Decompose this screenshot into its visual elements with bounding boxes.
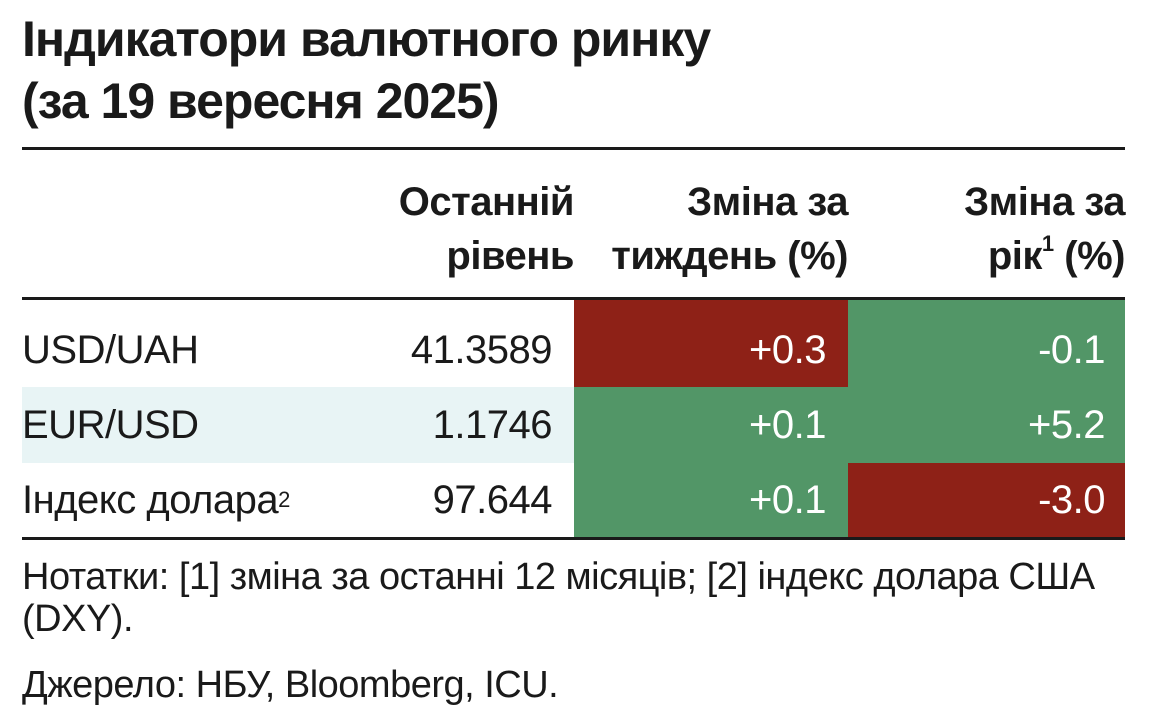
row-name: USD/UAH xyxy=(22,300,322,387)
row-week-change: +0.1 xyxy=(574,387,848,463)
row-name-text: Індекс долара xyxy=(22,477,279,522)
row-name: Індекс долара 2 xyxy=(22,477,290,522)
page-title: Індикатори валютного ринку (за 19 вересн… xyxy=(22,8,1132,132)
table-row: Індекс долара 2 97.644 +0.1 -3.0 xyxy=(22,463,1125,537)
column-header-year-change-line2: рік1 (%) xyxy=(848,229,1126,283)
year-change-label: рік xyxy=(987,234,1043,278)
row-name-text: EUR/USD xyxy=(22,402,199,447)
column-header-week-change-line2: тиждень (%) xyxy=(611,234,848,278)
row-last-level: 41.3589 xyxy=(410,328,553,372)
table-notes: Нотатки: [1] зміна за останні 12 місяців… xyxy=(22,556,1095,640)
row-last-level: 97.644 xyxy=(432,477,553,522)
row-name-text: USD/UAH xyxy=(22,328,199,372)
row-name: EUR/USD xyxy=(22,387,322,463)
title-line-1: Індикатори валютного ринку xyxy=(22,11,711,67)
header-rule xyxy=(22,297,1125,300)
title-line-2: (за 19 вересня 2025) xyxy=(22,73,500,129)
row-year-change: -0.1 xyxy=(848,300,1125,387)
column-header-last-level-line1: Останній xyxy=(398,180,575,224)
column-header-year-change: Зміна за рік1 (%) xyxy=(848,175,1125,285)
column-header-last-level: Останній рівень xyxy=(300,175,575,285)
row-year-change: +5.2 xyxy=(848,387,1125,463)
year-change-unit: (%) xyxy=(1053,234,1125,278)
column-header-last-level-line2: рівень xyxy=(446,234,574,278)
row-week-change: +0.1 xyxy=(574,463,848,537)
column-header-year-change-line1: Зміна за xyxy=(964,180,1125,224)
source-line: Джерело: НБУ, Bloomberg, ICU. xyxy=(22,664,559,706)
column-header-week-change-line1: Зміна за xyxy=(687,180,848,224)
row-last-level: 1.1746 xyxy=(432,402,553,447)
row-week-change: +0.3 xyxy=(574,300,848,387)
footnote-marker-1: 1 xyxy=(1041,231,1054,256)
row-year-change: -3.0 xyxy=(848,463,1125,537)
top-rule xyxy=(22,147,1125,150)
table-row: USD/UAH 41.3589 +0.3 -0.1 xyxy=(22,300,1125,387)
bottom-rule xyxy=(22,537,1125,540)
column-header-week-change: Зміна за тиждень (%) xyxy=(574,175,848,285)
table-row: EUR/USD 1.1746 +0.1 +5.2 xyxy=(22,387,1125,463)
